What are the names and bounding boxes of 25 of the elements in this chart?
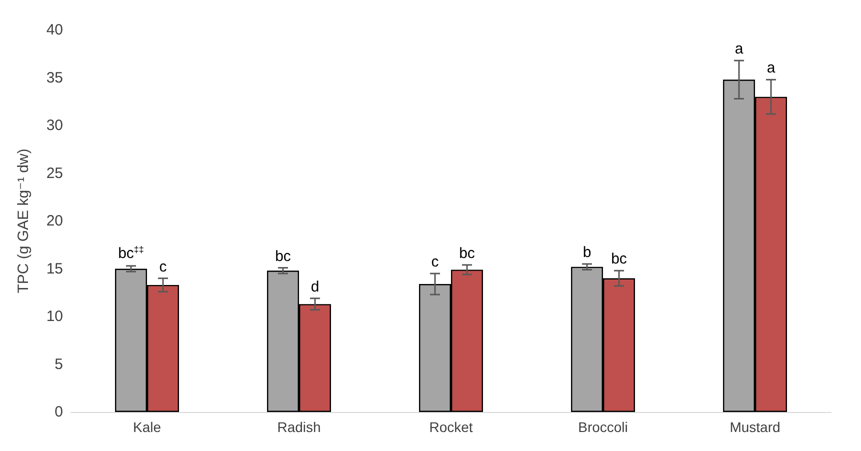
y-tick-label: 15	[46, 260, 63, 278]
y-tick-label: 35	[46, 69, 63, 86]
annotation: c	[159, 258, 168, 276]
y-tick-label: 20	[46, 212, 63, 230]
y-tick-label: 40	[46, 22, 63, 38]
x-tick-label: Mustard	[730, 419, 780, 435]
annotation: d	[310, 278, 320, 296]
y-tick-label: 5	[54, 356, 63, 373]
x-tick-label: Radish	[277, 419, 321, 435]
annotation: bc	[459, 244, 476, 262]
x-tick-label: Rocket	[429, 419, 473, 435]
y-tick-label: 10	[46, 308, 63, 325]
annotation: a	[766, 60, 776, 77]
annotation: c	[431, 254, 440, 271]
y-tick-label: 0	[54, 404, 63, 420]
annotation: bc	[611, 250, 628, 268]
x-tick-label: Broccoli	[578, 419, 628, 435]
y-tick-label: 30	[46, 117, 63, 134]
y-axis-title: TPC (g GAE kg⁻¹ dw)	[15, 148, 32, 294]
annotation: a	[734, 40, 744, 58]
annotation: b	[582, 244, 592, 261]
y-tick-label: 25	[46, 164, 63, 182]
x-tick-label: Kale	[132, 419, 162, 435]
annotation: bc‡‡	[118, 244, 144, 262]
annotation: bc	[275, 248, 292, 265]
